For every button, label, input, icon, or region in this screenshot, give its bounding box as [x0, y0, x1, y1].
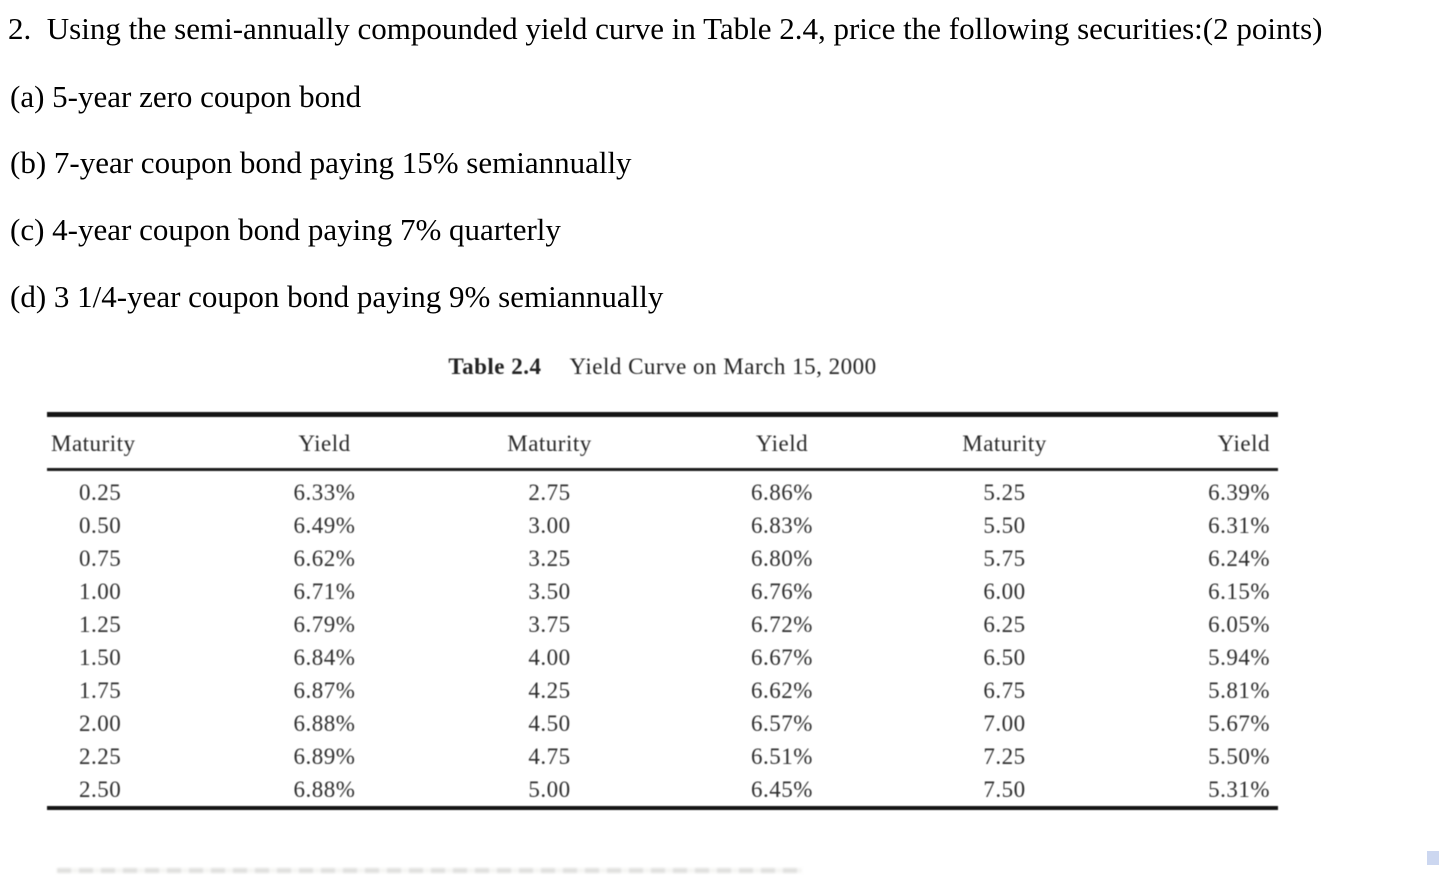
yield-curve-table: Maturity Yield Maturity Yield Maturity Y…: [47, 412, 1278, 811]
yield-cell: 5.81%: [1208, 677, 1270, 703]
table-row: 2.50 6.88% 5.00 6.45% 7.50 5.31%: [47, 773, 1278, 808]
yield-cell: 6.62%: [293, 545, 356, 571]
table-row: 1.75 6.87% 4.25 6.62% 6.75 5.81%: [47, 674, 1278, 707]
maturity-cell: 7.00: [983, 710, 1026, 736]
maturity-cell: 7.25: [983, 743, 1026, 769]
maturity-cell: 4.00: [528, 644, 571, 670]
yield-cell: 6.88%: [293, 776, 356, 802]
yield-cell: 6.05%: [1208, 611, 1270, 637]
maturity-cell: 0.25: [79, 479, 122, 505]
cropped-text-artifact: [57, 868, 802, 873]
table-caption-label: Table 2.4: [448, 354, 542, 380]
maturity-cell: 3.50: [528, 578, 571, 604]
yield-cell: 6.83%: [751, 512, 813, 538]
table-row: 0.75 6.62% 3.25 6.80% 5.75 6.24%: [47, 542, 1278, 575]
table-row: 1.00 6.71% 3.50 6.76% 6.00 6.15%: [47, 575, 1278, 608]
yield-cell: 6.88%: [293, 710, 356, 736]
yield-cell: 6.24%: [1208, 545, 1270, 571]
maturity-cell: 1.50: [79, 644, 122, 670]
yield-cell: 6.72%: [751, 611, 813, 637]
maturity-cell: 1.25: [79, 611, 122, 637]
table-row: 2.00 6.88% 4.50 6.57% 7.00 5.67%: [47, 707, 1278, 740]
maturity-cell: 6.25: [983, 611, 1026, 637]
yield-cell: 6.67%: [751, 644, 813, 670]
yield-cell: 6.62%: [751, 677, 813, 703]
yield-cell: 6.45%: [751, 776, 813, 802]
yield-cell: 6.49%: [293, 512, 356, 538]
maturity-cell: 6.00: [983, 578, 1026, 604]
maturity-cell: 3.75: [528, 611, 571, 637]
maturity-cell: 4.75: [528, 743, 571, 769]
header-row: Maturity Yield Maturity Yield Maturity Y…: [47, 414, 1278, 472]
column-header-yield-1: Yield: [217, 414, 432, 472]
maturity-cell: 3.25: [528, 545, 571, 571]
maturity-cell: 5.00: [528, 776, 571, 802]
yield-cell: 6.76%: [751, 578, 813, 604]
maturity-cell: 0.50: [79, 512, 122, 538]
yield-cell: 6.31%: [1208, 512, 1270, 538]
yield-cell: 5.67%: [1208, 710, 1270, 736]
yield-cell: 5.50%: [1208, 743, 1270, 769]
yield-cell: 6.86%: [751, 479, 813, 505]
yield-cell: 6.84%: [293, 644, 356, 670]
yield-cell: 6.89%: [293, 743, 356, 769]
yield-cell: 6.87%: [293, 677, 356, 703]
table-row: 1.25 6.79% 3.75 6.72% 6.25 6.05%: [47, 608, 1278, 641]
table-row: 2.25 6.89% 4.75 6.51% 7.25 5.50%: [47, 740, 1278, 773]
item-a: (a) 5-year zero coupon bond: [10, 78, 362, 114]
yield-cell: 6.15%: [1208, 578, 1270, 604]
maturity-cell: 2.25: [79, 743, 122, 769]
table-row: 0.50 6.49% 3.00 6.83% 5.50 6.31%: [47, 509, 1278, 542]
maturity-cell: 5.75: [983, 545, 1026, 571]
maturity-cell: 5.25: [983, 479, 1026, 505]
maturity-cell: 1.75: [79, 677, 122, 703]
column-header-yield-3: Yield: [1112, 414, 1278, 472]
maturity-cell: 6.50: [983, 644, 1026, 670]
column-header-maturity-3: Maturity: [897, 414, 1112, 472]
maturity-cell: 0.75: [79, 545, 122, 571]
scan-color-artifact: [1427, 851, 1439, 865]
yield-cell: 6.39%: [1208, 479, 1270, 505]
yield-cell: 6.79%: [293, 611, 356, 637]
table-row: 1.50 6.84% 4.00 6.67% 6.50 5.94%: [47, 641, 1278, 674]
maturity-cell: 6.75: [983, 677, 1026, 703]
maturity-cell: 2.75: [528, 479, 571, 505]
maturity-cell: 4.25: [528, 677, 571, 703]
yield-cell: 6.71%: [293, 578, 356, 604]
table-scan-region: Table 2.4 Yield Curve on March 15, 2000 M…: [47, 354, 1278, 811]
yield-table-header: Maturity Yield Maturity Yield Maturity Y…: [47, 414, 1278, 472]
document-page: 2. Using the semi-annually compounded yi…: [0, 6, 1442, 873]
maturity-cell: 3.00: [528, 512, 571, 538]
maturity-cell: 5.50: [983, 512, 1026, 538]
yield-table-body: 0.25 6.33% 2.75 6.86% 5.25 6.39% 0.50 6.49% 3.00…: [47, 470, 1278, 809]
column-header-maturity-2: Maturity: [432, 414, 667, 472]
item-c: (c) 4-year coupon bond paying 7% quarter…: [10, 212, 561, 248]
yield-cell: 6.51%: [751, 743, 813, 769]
table-caption: Table 2.4 Yield Curve on March 15, 2000: [47, 354, 1278, 380]
yield-cell: 6.33%: [293, 479, 356, 505]
maturity-cell: 7.50: [983, 776, 1026, 802]
question-text: 2. Using the semi-annually compounded yi…: [8, 11, 1323, 46]
column-header-maturity-1: Maturity: [47, 414, 217, 472]
item-b: (b) 7-year coupon bond paying 15% semian…: [10, 145, 632, 181]
table-caption-title: Yield Curve on March 15, 2000: [569, 354, 877, 380]
yield-cell: 6.57%: [751, 710, 813, 736]
yield-cell: 6.80%: [751, 545, 813, 571]
maturity-cell: 4.50: [528, 710, 571, 736]
maturity-cell: 1.00: [79, 578, 122, 604]
table-row: 0.25 6.33% 2.75 6.86% 5.25 6.39%: [47, 470, 1278, 510]
column-header-yield-2: Yield: [667, 414, 897, 472]
yield-cell: 5.94%: [1208, 644, 1270, 670]
maturity-cell: 2.50: [79, 776, 122, 802]
yield-cell: 5.31%: [1208, 776, 1270, 802]
item-d: (d) 3 1/4-year coupon bond paying 9% sem…: [10, 279, 664, 315]
maturity-cell: 2.00: [79, 710, 122, 736]
